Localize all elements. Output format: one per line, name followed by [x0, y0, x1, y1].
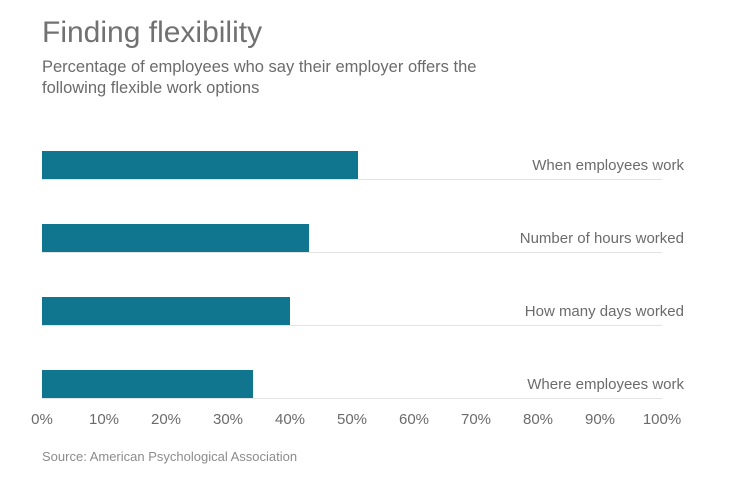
- bar-chart: When employees work Number of hours worke…: [31, 107, 684, 435]
- chart-row: Number of hours worked: [42, 180, 684, 254]
- chart-row: When employees work: [42, 107, 684, 181]
- chart-title: Finding flexibility: [42, 16, 263, 49]
- x-tick-label: 100%: [642, 411, 682, 429]
- x-tick-label: 90%: [584, 411, 616, 429]
- x-tick-label: 50%: [336, 411, 368, 429]
- x-tick-label: 20%: [150, 411, 182, 429]
- chart-subtitle: Percentage of employees who say their em…: [42, 57, 700, 100]
- chart-row: How many days worked: [42, 253, 684, 327]
- bar-label: How many days worked: [524, 303, 684, 321]
- x-tick-label: 80%: [522, 411, 554, 429]
- bar-label: When employees work: [532, 157, 684, 175]
- bar: [42, 224, 309, 253]
- x-tick-label: 0%: [31, 411, 53, 429]
- chart-row: Where employees work: [42, 326, 684, 400]
- source-note: Source: American Psychological Associati…: [42, 449, 298, 465]
- x-tick-label: 30%: [212, 411, 244, 429]
- x-tick-label: 10%: [88, 411, 120, 429]
- chart-rows: When employees work Number of hours worke…: [42, 107, 684, 400]
- bar: [42, 297, 290, 326]
- x-tick-label: 40%: [274, 411, 306, 429]
- x-tick-label: 70%: [460, 411, 492, 429]
- x-tick-label: 60%: [398, 411, 430, 429]
- x-axis: 0% 10% 20% 30% 40% 50% 60% 70% 80% 90% 100%: [31, 411, 681, 435]
- chart-subtitle-line-1: Percentage of employees who say their em…: [42, 57, 477, 76]
- chart-subtitle-line-2: following flexible work options: [42, 78, 260, 97]
- bar: [42, 370, 253, 399]
- bar-label: Number of hours worked: [519, 230, 684, 248]
- bar: [42, 151, 359, 180]
- bar-label: Where employees work: [527, 376, 684, 394]
